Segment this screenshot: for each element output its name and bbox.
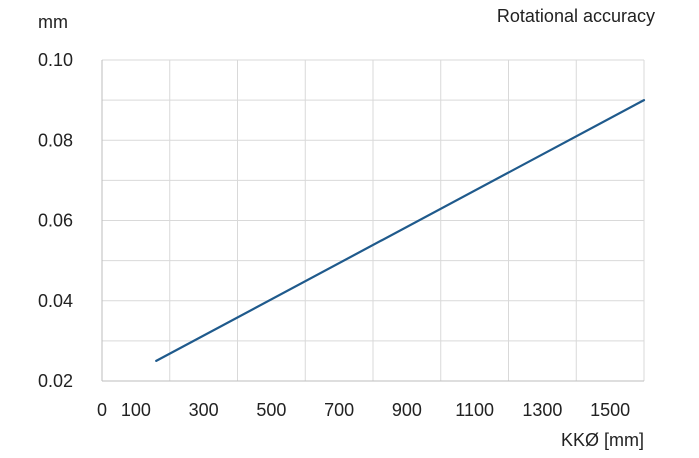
- x-tick-labels: 0 100 300 500 700 900 1100 1300 1500: [97, 400, 630, 420]
- x-tick-label: 700: [324, 400, 354, 420]
- chart-title: Rotational accuracy: [497, 6, 655, 26]
- x-tick-label: 1100: [455, 400, 494, 420]
- x-tick-label: 300: [189, 400, 219, 420]
- y-tick-labels: 0.02 0.04 0.06 0.08 0.10: [38, 50, 73, 391]
- y-tick-label: 0.02: [38, 371, 73, 391]
- y-tick-label: 0.06: [38, 211, 73, 231]
- x-tick-label: 0: [97, 400, 107, 420]
- series-line-1: [155, 98, 646, 362]
- y-tick-label: 0.08: [38, 130, 73, 150]
- series-layer: [155, 98, 646, 362]
- x-axis-label: KKØ [mm]: [561, 430, 644, 450]
- y-tick-label: 0.10: [38, 50, 73, 70]
- y-tick-label: 0.04: [38, 291, 73, 311]
- x-tick-label: 500: [256, 400, 286, 420]
- y-axis-label: mm: [38, 12, 68, 32]
- x-tick-label: 100: [121, 400, 151, 420]
- x-tick-label: 900: [392, 400, 422, 420]
- x-tick-label: 1300: [522, 400, 562, 420]
- grid: [101, 59, 645, 382]
- x-tick-label: 1500: [590, 400, 630, 420]
